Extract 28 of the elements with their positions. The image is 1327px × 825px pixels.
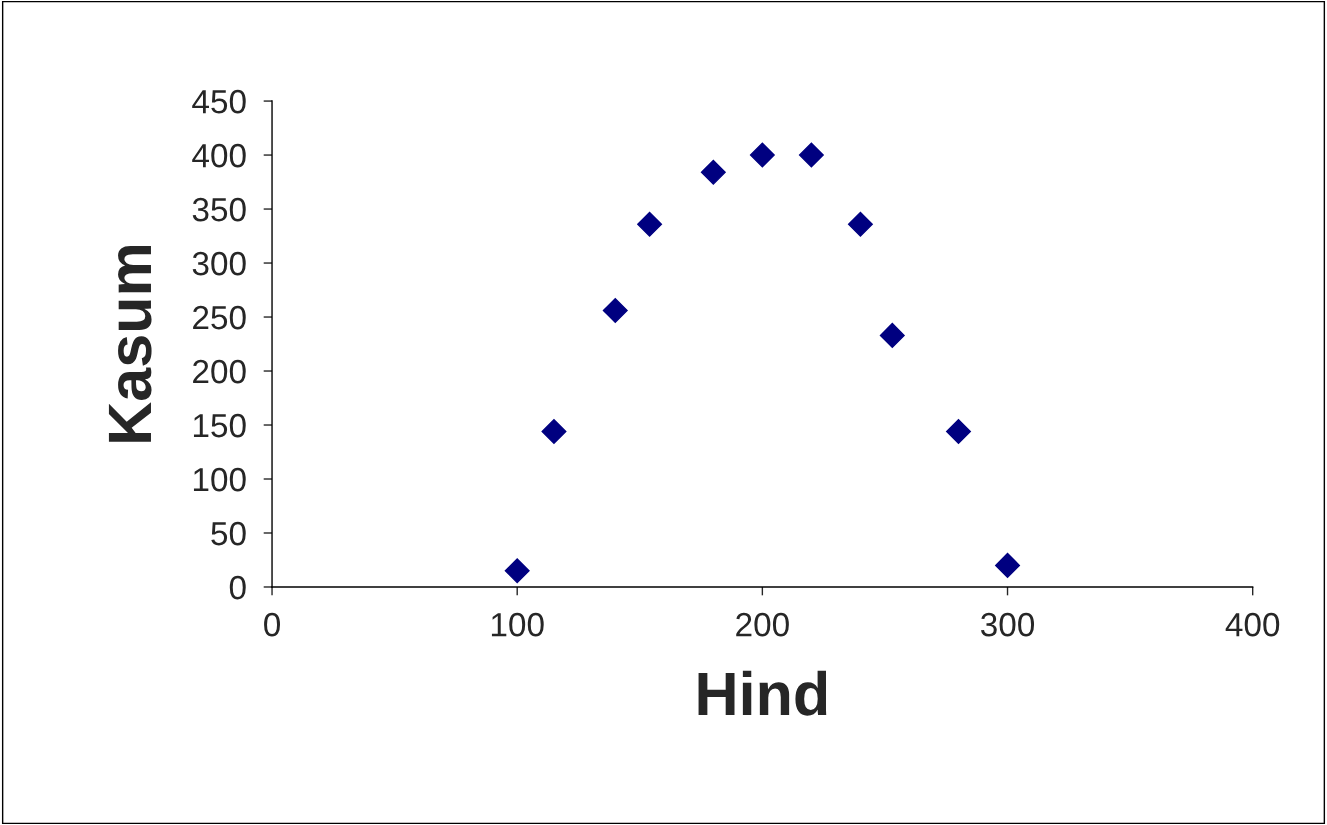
point <box>602 298 628 324</box>
y-axis-title: Kasum <box>108 245 152 442</box>
point <box>541 419 567 444</box>
point <box>847 211 873 237</box>
x-tick-label: 100 <box>491 612 544 637</box>
x-tick-label: 0 <box>264 612 280 637</box>
point <box>749 142 775 168</box>
y-tick-label: 400 <box>192 143 246 168</box>
y-tick-label: 0 <box>229 575 246 600</box>
y-tick-label: 250 <box>193 305 246 330</box>
point <box>637 211 663 237</box>
y-tick-label: 150 <box>193 413 246 438</box>
x-tick-label: 400 <box>1225 612 1280 637</box>
y-tick-label: 200 <box>193 359 246 384</box>
point <box>700 159 726 185</box>
point <box>995 552 1021 578</box>
y-tick-label: 50 <box>211 521 246 546</box>
point <box>946 419 971 444</box>
point <box>879 322 905 348</box>
y-tick-label: 100 <box>193 467 246 492</box>
point <box>504 558 530 584</box>
y-tick-label: 350 <box>192 197 246 222</box>
point <box>798 142 824 168</box>
y-tick-label: 450 <box>192 89 246 114</box>
x-tick-label: 200 <box>736 612 789 637</box>
x-tick-label: 300 <box>980 612 1035 637</box>
x-axis-title: Hind <box>698 670 827 716</box>
y-tick-label: 300 <box>192 251 246 276</box>
